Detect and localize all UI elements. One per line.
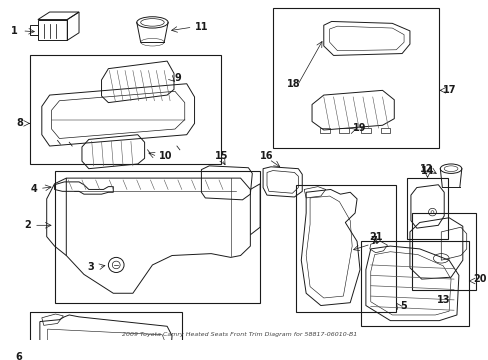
Text: 17: 17 [442,85,456,95]
Bar [30,312,182,360]
Bar [319,128,329,133]
Bar [360,128,370,133]
Text: 10: 10 [159,152,172,161]
Bar [411,213,474,291]
Text: 6: 6 [15,352,21,360]
Text: 15: 15 [215,152,228,161]
Text: 4: 4 [31,184,37,194]
Bar [406,178,447,239]
Text: 13: 13 [436,295,449,305]
Text: 5: 5 [399,301,406,311]
Text: 16: 16 [260,152,273,161]
Text: 3: 3 [87,262,94,272]
Bar [55,171,260,303]
Bar [272,8,438,148]
Text: 14: 14 [420,166,433,176]
Text: 11: 11 [194,22,207,32]
Text: 19: 19 [352,123,366,133]
Bar [339,128,348,133]
Text: 20: 20 [472,274,486,284]
Bar [30,25,38,35]
Bar [380,128,389,133]
Text: 18: 18 [286,79,300,89]
Text: 7: 7 [370,237,377,246]
Bar [360,241,468,326]
Bar [296,185,395,312]
Text: 2: 2 [25,220,31,230]
Text: 8: 8 [17,118,23,129]
Text: 9: 9 [175,73,182,83]
Text: 2009 Toyota Camry Heated Seats Front Trim Diagram for 58817-06010-B1: 2009 Toyota Camry Heated Seats Front Tri… [122,332,356,337]
Bar [38,19,67,40]
Text: 21: 21 [368,231,382,242]
Text: 12: 12 [419,164,432,174]
Text: 1: 1 [11,26,18,36]
Bar [30,55,221,164]
